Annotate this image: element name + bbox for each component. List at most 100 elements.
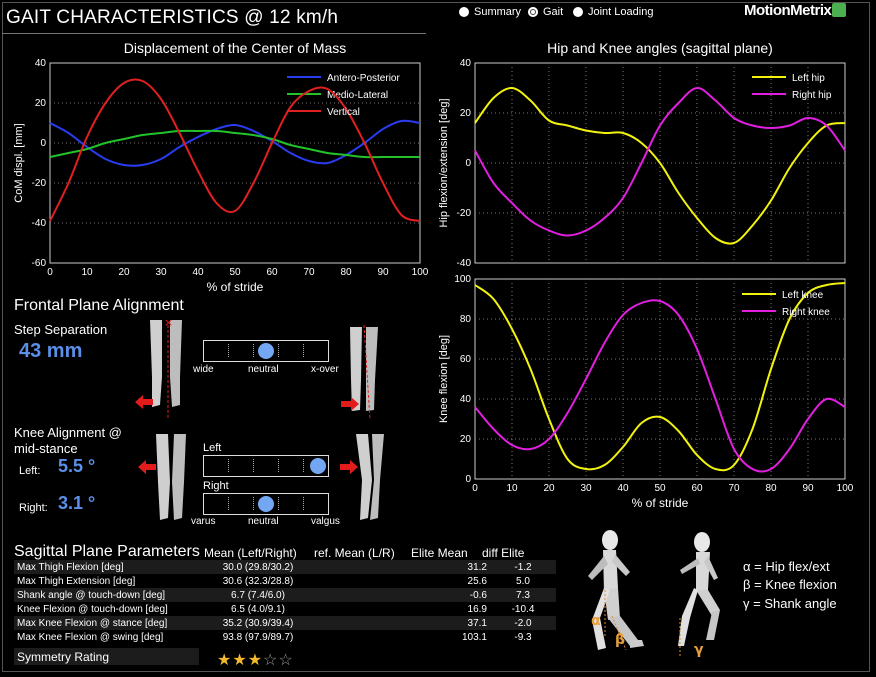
cell-ref [314,574,416,588]
cell-mean: 35.2 (30.9/39.4) [222,617,294,629]
right-knee-slider [203,493,329,515]
y-tick-label: 40 [460,58,472,69]
cell-diff: -1.2 [514,561,532,573]
cell-ref [314,630,416,644]
x-tick-label: 60 [266,267,278,278]
x-tick-label: 0 [472,483,478,494]
legs-crossover-figure [350,325,378,420]
cell-name: Max Knee Flexion @ stance [deg] [17,617,168,629]
x-tick-label: 20 [543,483,555,494]
nav-joint-loading[interactable]: Joint Loading [573,4,653,20]
y-tick-label: 60 [460,354,472,365]
radio-selected-icon [528,7,538,17]
legs-valgus-figure [356,434,384,520]
x-tick-label: 90 [377,267,389,278]
series-line-antero-posterior [49,119,421,167]
cell-diff: 5.0 [516,575,530,587]
y-tick-label: 20 [460,108,472,119]
series-line-left-hip [474,86,846,245]
y-tick-label: 100 [454,274,471,285]
legend-label: Left knee [782,290,824,301]
col-ref-header: ref. Mean (L/R) [314,546,395,560]
com-chart-title: Displacement of the Center of Mass [123,40,347,56]
star-empty-icon: ☆ [263,652,279,669]
nav-gait[interactable]: Gait [528,4,563,20]
scale-neutral-knee: neutral [248,516,279,527]
arrow-right-icon [341,397,359,411]
alpha-symbol: α [591,613,601,629]
sagittal-title: Sagittal Plane Parameters [14,543,200,560]
col-elite-header: Elite Mean [411,546,468,560]
symmetry-stars: ★★★☆☆ [217,650,294,670]
x-tick-label: 80 [340,267,352,278]
x-tick-label: 90 [802,483,814,494]
y-tick-label: -20 [457,208,472,219]
knee-alignment-label-1: Knee Alignment @ [14,425,122,440]
series-line-right-knee [474,299,846,473]
beta-symbol: β [615,632,625,648]
y-tick-label: 0 [465,158,471,169]
left-knee-value: 5.5 ° [58,456,96,476]
legs-varus-figure [156,434,186,520]
right-knee-knob [258,496,274,512]
cell-ref [314,560,416,574]
x-tick-label: 30 [580,483,592,494]
hip-chart-title: Hip and Knee angles (sagittal plane) [547,40,773,56]
cell-ref [314,616,416,630]
cell-mean: 6.5 (4.0/9.1) [231,603,285,615]
arrow-left-icon [138,460,156,474]
nav-gait-label: Gait [543,6,564,18]
table-row: Max Knee Flexion @ swing [deg] 93.8 (97.9… [14,630,556,644]
knee-slider-right-label: Right [203,480,229,492]
nav-summary[interactable]: Summary [459,4,521,20]
cell-name: Shank angle @ touch-down [deg] [17,589,166,601]
x-axis-label: % of stride [207,280,264,294]
y-tick-label: 20 [460,434,472,445]
table-row: Max Thigh Extension [deg] 30.6 (32.3/28.8… [14,574,556,588]
cell-elite: 37.1 [467,617,487,629]
cell-elite: -0.6 [469,589,487,601]
symmetry-row-bg [14,648,199,665]
table-row: Max Thigh Flexion [deg] 30.0 (29.8/30.2) 3… [14,560,556,574]
cell-ref [314,602,416,616]
gamma-legend: γ = Shank angle [743,596,837,611]
knee-slider-left-label: Left [203,442,222,454]
series-line-left-knee [474,282,846,472]
star-filled-icon: ★ [247,652,264,669]
arrow-left-icon [135,395,153,409]
symmetry-label: Symmetry Rating [17,650,110,664]
nav-summary-label: Summary [474,6,522,18]
col-mean-header: Mean (Left/Right) [204,546,297,560]
y-tick-label: -60 [32,258,47,269]
x-tick-label: 0 [47,267,53,278]
step-separation-slider [203,340,329,362]
cell-diff: -2.0 [514,617,532,629]
logo: MotionMetrix [744,2,858,22]
sagittal-table-wrap: Max Thigh Flexion [deg] 30.0 (29.8/30.2) 3… [14,560,556,644]
runner-stance-figure: α β [588,530,644,651]
cell-ref [314,588,416,602]
x-tick-label: 10 [506,483,518,494]
right-knee-value: 3.1 ° [58,493,96,513]
series-line-vertical [49,78,421,222]
cell-diff: 7.3 [516,589,530,601]
y-tick-label: 40 [460,394,472,405]
y-axis-label: Knee flexion [deg] [438,335,450,423]
legend-label: Vertical [327,107,360,118]
cell-name: Max Thigh Flexion [deg] [17,561,124,573]
scale-neutral: neutral [248,364,279,375]
legend-label: Right hip [792,90,832,101]
x-tick-label: 60 [691,483,703,494]
arrow-right-icon [340,460,358,474]
y-tick-label: -40 [457,258,472,269]
y-tick-label: -40 [32,218,47,229]
cell-diff: -9.3 [514,631,532,643]
step-separation-value: 43 mm [19,340,83,362]
title-underline [2,33,426,34]
table-row: Max Knee Flexion @ stance [deg] 35.2 (30.… [14,616,556,630]
y-tick-label: 40 [35,58,47,69]
x-tick-label: 70 [728,483,740,494]
svg-text:×: × [164,316,173,329]
y-tick-label: 0 [40,138,46,149]
